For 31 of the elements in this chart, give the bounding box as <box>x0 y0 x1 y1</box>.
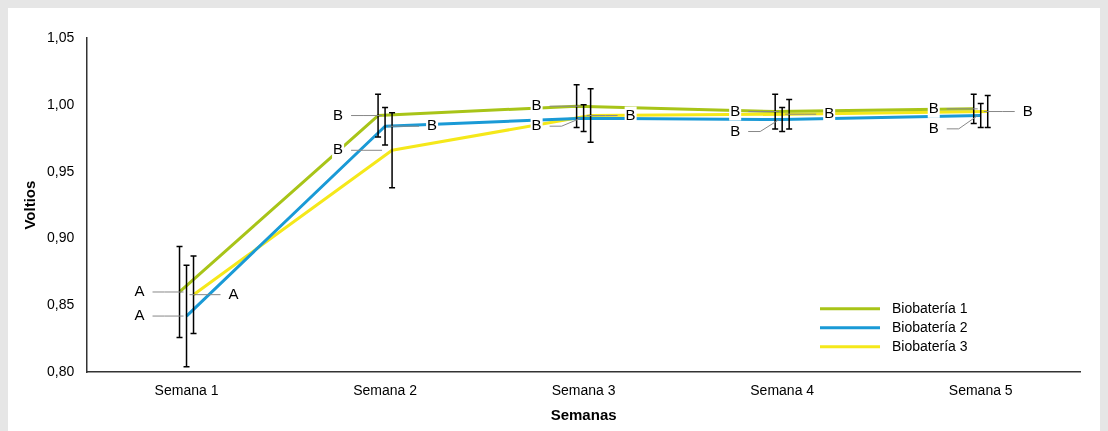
y-axis-title: Voltios <box>21 180 39 230</box>
annotation: B <box>427 116 438 134</box>
y-tick-label: 1,05 <box>47 28 75 45</box>
x-tick-label: Semana 5 <box>948 382 1013 399</box>
x-tick-label: Semana 4 <box>750 382 815 399</box>
y-tick-label: 0,80 <box>47 363 75 380</box>
annotation: A <box>228 284 239 302</box>
annotation: B <box>824 104 835 122</box>
annotation: B <box>730 101 741 119</box>
legend-label: Biobatería 2 <box>892 318 968 335</box>
y-tick-label: 0,95 <box>47 162 75 179</box>
annotation: A <box>134 306 145 324</box>
annotation: B <box>730 121 741 139</box>
annotation: B <box>333 105 344 123</box>
annotation: B <box>625 105 636 123</box>
x-tick-label: Semana 2 <box>353 382 418 399</box>
annotation: A <box>134 282 145 300</box>
x-tick-label: Semana 1 <box>154 382 219 399</box>
y-tick-label: 0,90 <box>47 229 75 246</box>
annotation: B <box>928 98 939 116</box>
x-tick-label: Semana 3 <box>551 382 616 399</box>
annotation: B <box>531 116 542 134</box>
annotation: B <box>1022 101 1033 119</box>
y-tick-label: 0,85 <box>47 296 75 313</box>
y-tick-label: 1,00 <box>47 95 75 112</box>
annotation: B <box>928 118 939 136</box>
annotation: B <box>531 96 542 114</box>
annotation: B <box>333 140 344 158</box>
x-axis-title: Semanas <box>550 406 617 424</box>
legend-label: Biobatería 1 <box>892 299 968 316</box>
legend-label: Biobatería 3 <box>892 337 968 354</box>
